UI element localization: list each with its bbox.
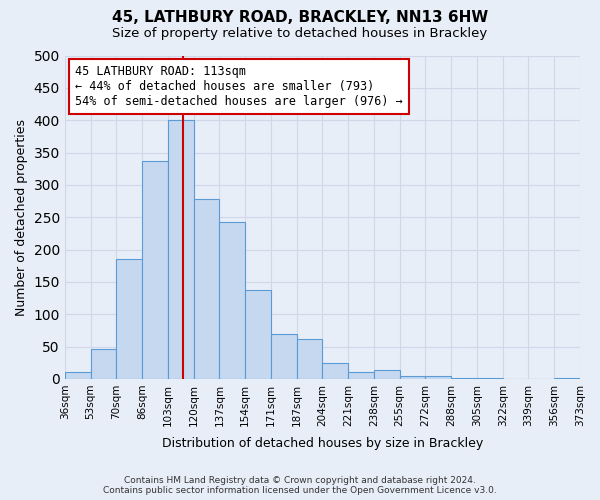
Bar (194, 199, 220, 379)
Text: Contains HM Land Registry data © Crown copyright and database right 2024.
Contai: Contains HM Land Registry data © Crown c… (103, 476, 497, 495)
Bar (400, 376, 425, 379)
Bar (296, 339, 322, 379)
Bar (477, 378, 503, 379)
Bar (91, 348, 116, 379)
Bar (65, 372, 91, 379)
Bar (168, 120, 194, 379)
Bar (554, 378, 580, 379)
Text: Size of property relative to detached houses in Brackley: Size of property relative to detached ho… (112, 28, 488, 40)
Bar (348, 372, 374, 379)
Bar (425, 376, 451, 379)
Text: 45, LATHBURY ROAD, BRACKLEY, NN13 6HW: 45, LATHBURY ROAD, BRACKLEY, NN13 6HW (112, 10, 488, 25)
Bar (271, 334, 296, 379)
Bar (374, 370, 400, 379)
X-axis label: Distribution of detached houses by size in Brackley: Distribution of detached houses by size … (162, 437, 483, 450)
Bar (322, 362, 348, 379)
Y-axis label: Number of detached properties: Number of detached properties (15, 118, 28, 316)
Bar (116, 259, 142, 379)
Bar (451, 378, 477, 379)
Bar (220, 222, 245, 379)
Text: 45 LATHBURY ROAD: 113sqm
← 44% of detached houses are smaller (793)
54% of semi-: 45 LATHBURY ROAD: 113sqm ← 44% of detach… (75, 65, 403, 108)
Bar (245, 290, 271, 379)
Bar (142, 161, 168, 379)
